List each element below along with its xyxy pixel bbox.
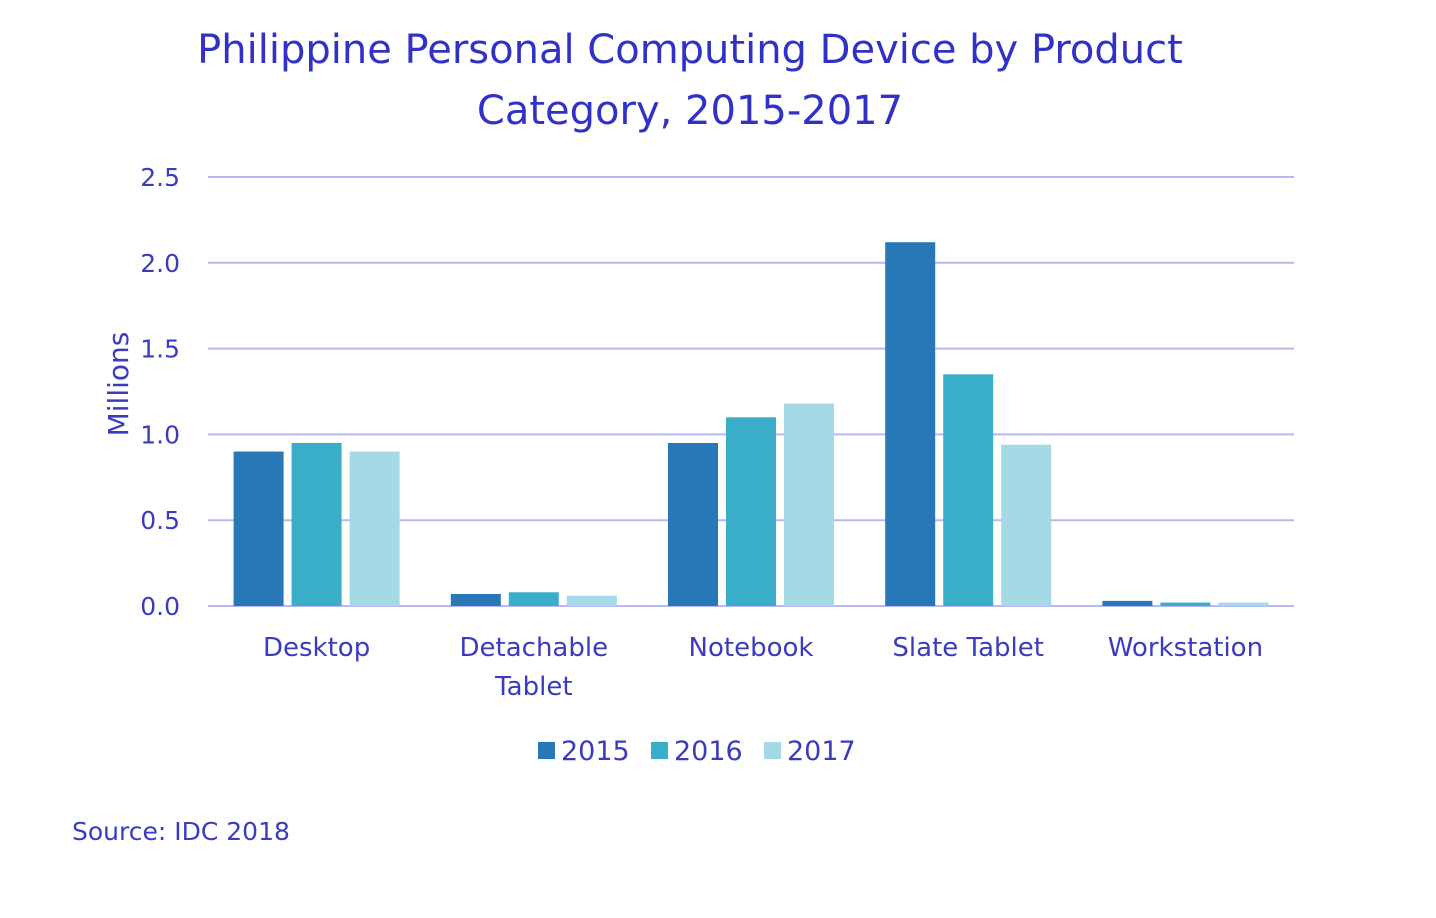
bar-detachable-tablet-2017 bbox=[566, 595, 617, 606]
bar-desktop-2017 bbox=[349, 451, 400, 606]
y-tick-label: 1.5 bbox=[140, 335, 180, 364]
y-axis-title: Millions bbox=[102, 332, 135, 437]
legend-label-2017: 2017 bbox=[787, 736, 856, 767]
x-axis-labels: Desktop Detachable Tablet Notebook Slate Tab… bbox=[263, 633, 1263, 702]
bar-slate-tablet-2015 bbox=[885, 242, 936, 606]
bar-slate-tablet-2016 bbox=[943, 374, 994, 606]
bar-notebook-2015 bbox=[668, 442, 718, 606]
x-tick-label: Desktop bbox=[263, 633, 370, 663]
bar-desktop-2016 bbox=[291, 442, 342, 606]
bars bbox=[233, 242, 1269, 606]
y-axis-ticks: 0.0 0.5 1.0 1.5 2.0 2.5 bbox=[140, 163, 180, 621]
legend-swatch-2015 bbox=[538, 742, 555, 759]
x-tick-label: Notebook bbox=[689, 633, 814, 663]
bar-workstation-2016 bbox=[1160, 602, 1211, 606]
y-tick-label: 0.0 bbox=[140, 592, 180, 621]
bar-slate-tablet-2017 bbox=[1001, 444, 1052, 606]
bar-workstation-2015 bbox=[1102, 600, 1153, 606]
x-tick-label: Tablet bbox=[494, 672, 572, 702]
y-tick-label: 1.0 bbox=[140, 420, 180, 449]
legend-label-2016: 2016 bbox=[674, 736, 743, 767]
bar-notebook-2016 bbox=[726, 417, 776, 606]
chart-title-line-1: Philippine Personal Computing Device by … bbox=[197, 27, 1183, 73]
bar-workstation-2017 bbox=[1218, 602, 1269, 606]
x-tick-label: Slate Tablet bbox=[892, 633, 1044, 663]
bar-desktop-2015 bbox=[233, 451, 284, 606]
legend-swatch-2016 bbox=[651, 742, 668, 759]
x-tick-label: Workstation bbox=[1108, 633, 1263, 663]
y-tick-label: 2.5 bbox=[140, 163, 180, 192]
legend-label-2015: 2015 bbox=[561, 736, 630, 767]
bar-notebook-2017 bbox=[784, 403, 834, 606]
y-tick-label: 2.0 bbox=[140, 249, 180, 278]
y-tick-label: 0.5 bbox=[140, 506, 180, 535]
source-note: Source: IDC 2018 bbox=[72, 817, 290, 846]
legend-swatch-2017 bbox=[764, 742, 781, 759]
bar-detachable-tablet-2016 bbox=[508, 592, 559, 606]
legend: 2015 2016 2017 bbox=[538, 736, 856, 767]
chart-title-line-2: Category, 2015-2017 bbox=[477, 88, 903, 134]
chart-title: Philippine Personal Computing Device by … bbox=[197, 27, 1183, 134]
bar-detachable-tablet-2015 bbox=[450, 593, 501, 606]
x-tick-label: Detachable bbox=[460, 633, 609, 663]
